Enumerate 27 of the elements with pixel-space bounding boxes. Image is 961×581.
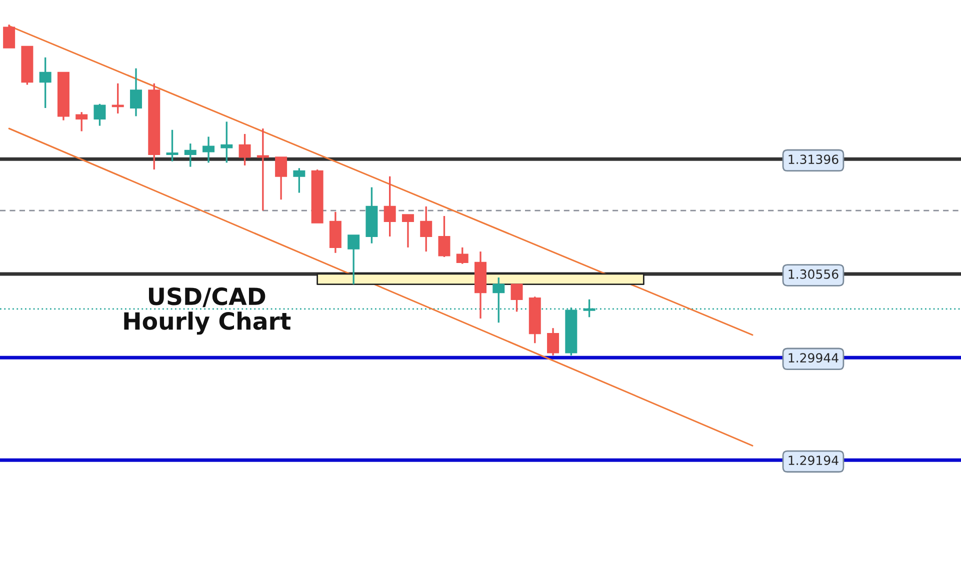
candlestick xyxy=(3,24,16,49)
candlestick xyxy=(184,142,196,168)
candlestick xyxy=(238,133,251,166)
candlestick xyxy=(420,206,432,252)
y-tick-label: 1.29194 xyxy=(788,456,838,466)
candlestick xyxy=(39,56,52,109)
candlestick xyxy=(348,234,360,286)
candlestick xyxy=(94,103,106,127)
candlestick xyxy=(130,68,142,118)
candlestick xyxy=(456,246,468,265)
candlestick xyxy=(275,156,288,200)
candlestick xyxy=(438,215,450,258)
candlestick xyxy=(76,111,88,132)
candlestick xyxy=(293,167,306,194)
candlestick xyxy=(384,176,396,238)
annotation: USD/CAD Hourly Chart xyxy=(124,287,291,335)
y-tick-label: 1.31396 xyxy=(788,154,838,164)
candlestick xyxy=(510,284,523,313)
y-tick-label: 1.30556 xyxy=(788,269,838,279)
candlestick xyxy=(112,82,124,114)
candlestick xyxy=(402,214,414,248)
candlestick xyxy=(220,120,233,164)
candlestick xyxy=(256,128,269,212)
candlestick xyxy=(547,327,560,356)
candlestick xyxy=(166,129,178,162)
y-tick-label: 1.29944 xyxy=(788,353,838,363)
candlestick xyxy=(202,136,215,164)
